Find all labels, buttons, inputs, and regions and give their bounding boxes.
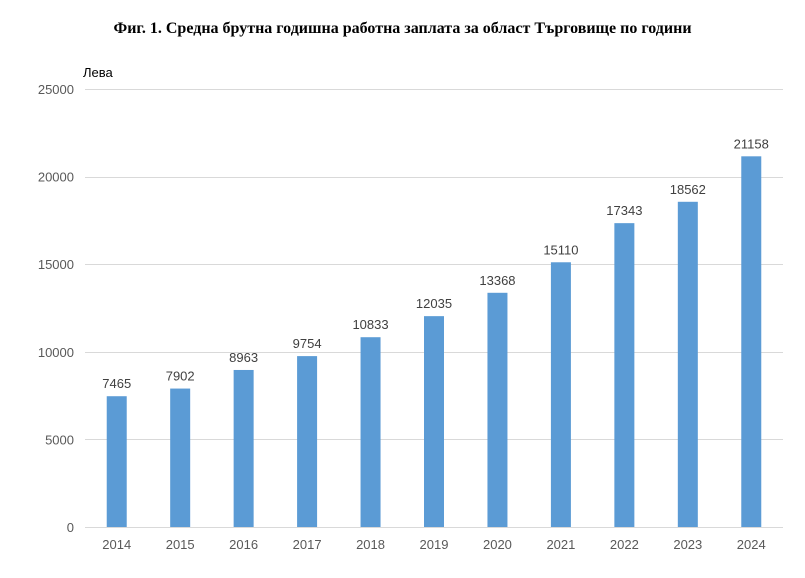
bar bbox=[233, 369, 254, 527]
chart-title: Фиг. 1. Средна брутна годишна работна за… bbox=[113, 20, 692, 37]
x-tick-label: 2017 bbox=[293, 537, 322, 552]
x-tick-label: 2021 bbox=[546, 537, 575, 552]
bar bbox=[487, 292, 508, 527]
data-label: 13368 bbox=[479, 273, 515, 288]
y-tick-label: 25000 bbox=[38, 82, 74, 97]
bars bbox=[106, 156, 762, 528]
data-label: 10833 bbox=[352, 317, 388, 332]
data-label: 7465 bbox=[102, 376, 131, 391]
data-label: 21158 bbox=[734, 136, 769, 151]
data-label: 9754 bbox=[293, 336, 322, 351]
data-label: 15110 bbox=[543, 242, 578, 257]
data-label: 12035 bbox=[416, 296, 452, 311]
x-tick-label: 2024 bbox=[737, 537, 766, 552]
bar bbox=[424, 316, 444, 527]
x-tick-label: 2022 bbox=[610, 537, 639, 552]
bar bbox=[614, 223, 635, 527]
x-axis-ticks: 2014 2015 2016 2017 2018 2019 2020 2021 2022 2023… bbox=[102, 537, 765, 552]
x-tick-label: 2016 bbox=[229, 537, 258, 552]
data-label: 7902 bbox=[166, 369, 195, 384]
x-tick-label: 2014 bbox=[102, 537, 131, 552]
bar bbox=[550, 262, 571, 527]
y-axis-ticks: 0 5000 10000 15000 20000 25000 bbox=[38, 82, 74, 535]
bar bbox=[677, 201, 698, 527]
x-tick-label: 2020 bbox=[483, 537, 512, 552]
x-tick-label: 2019 bbox=[420, 537, 449, 552]
data-label: 8963 bbox=[229, 350, 258, 365]
bar bbox=[297, 356, 318, 527]
y-tick-label: 10000 bbox=[38, 345, 74, 360]
bar bbox=[360, 337, 381, 527]
x-tick-label: 2023 bbox=[673, 537, 702, 552]
bar bbox=[106, 396, 127, 527]
bar bbox=[170, 388, 191, 527]
x-tick-label: 2015 bbox=[166, 537, 195, 552]
bar bbox=[741, 156, 762, 528]
y-tick-label: 15000 bbox=[38, 257, 74, 272]
y-tick-label: 0 bbox=[67, 520, 74, 535]
data-label: 17343 bbox=[606, 203, 642, 218]
y-tick-label: 5000 bbox=[45, 432, 74, 447]
y-tick-label: 20000 bbox=[38, 170, 74, 185]
x-tick-label: 2018 bbox=[356, 537, 385, 552]
data-label: 18562 bbox=[670, 182, 706, 197]
y-axis-label: Лева bbox=[83, 65, 114, 80]
data-labels: 7465 7902 8963 9754 10833 12035 13368 15110 1734… bbox=[102, 136, 769, 391]
